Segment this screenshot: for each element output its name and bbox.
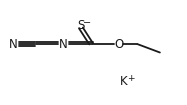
Text: K: K — [120, 75, 127, 88]
Text: N: N — [9, 38, 17, 51]
Text: S: S — [78, 19, 85, 32]
Text: −: − — [83, 18, 91, 28]
Text: N: N — [59, 38, 68, 51]
Text: +: + — [127, 74, 134, 83]
Text: O: O — [114, 38, 123, 51]
